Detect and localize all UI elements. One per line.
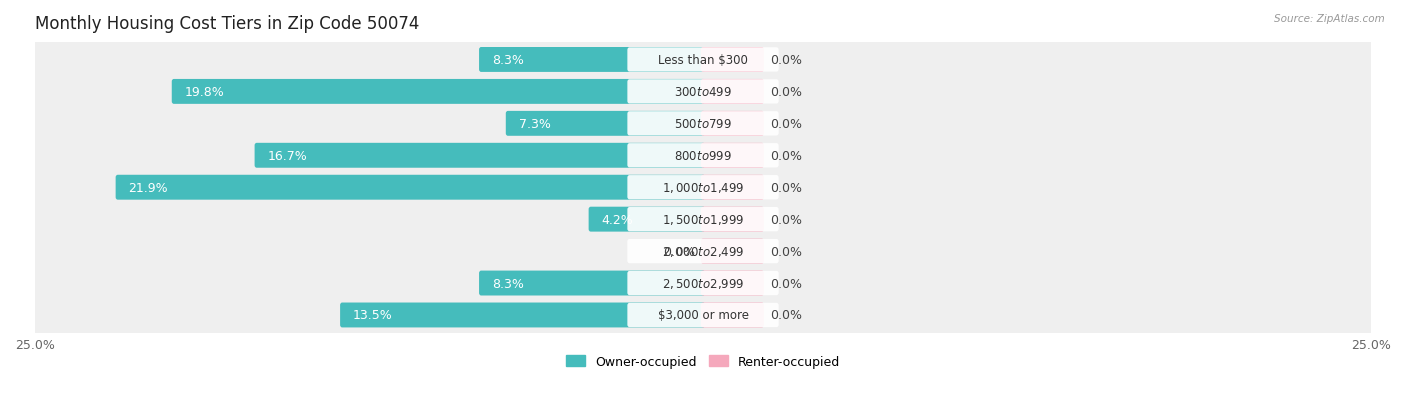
Text: 8.3%: 8.3% (492, 54, 524, 67)
Text: 0.0%: 0.0% (770, 150, 801, 162)
FancyBboxPatch shape (22, 105, 1384, 143)
FancyBboxPatch shape (22, 233, 1384, 271)
FancyBboxPatch shape (627, 207, 779, 232)
Text: Source: ZipAtlas.com: Source: ZipAtlas.com (1274, 14, 1385, 24)
Text: 0.0%: 0.0% (770, 54, 801, 67)
Legend: Owner-occupied, Renter-occupied: Owner-occupied, Renter-occupied (561, 350, 845, 373)
FancyBboxPatch shape (700, 176, 763, 200)
FancyBboxPatch shape (700, 207, 763, 232)
Text: $2,500 to $2,999: $2,500 to $2,999 (662, 276, 744, 290)
FancyBboxPatch shape (22, 296, 1384, 335)
FancyBboxPatch shape (627, 303, 779, 328)
FancyBboxPatch shape (22, 169, 1384, 207)
Text: 0.0%: 0.0% (770, 213, 801, 226)
FancyBboxPatch shape (22, 137, 1384, 175)
Text: 16.7%: 16.7% (267, 150, 307, 162)
FancyBboxPatch shape (506, 112, 706, 136)
FancyBboxPatch shape (479, 48, 706, 73)
Text: 0.0%: 0.0% (770, 118, 801, 131)
FancyBboxPatch shape (700, 112, 763, 136)
FancyBboxPatch shape (627, 80, 779, 104)
FancyBboxPatch shape (627, 144, 779, 168)
FancyBboxPatch shape (589, 207, 706, 232)
Text: $2,000 to $2,499: $2,000 to $2,499 (662, 244, 744, 259)
Text: $500 to $799: $500 to $799 (673, 118, 733, 131)
FancyBboxPatch shape (627, 176, 779, 200)
FancyBboxPatch shape (115, 176, 706, 200)
FancyBboxPatch shape (627, 271, 779, 295)
FancyBboxPatch shape (700, 80, 763, 104)
FancyBboxPatch shape (22, 200, 1384, 239)
Text: $800 to $999: $800 to $999 (673, 150, 733, 162)
Text: 8.3%: 8.3% (492, 277, 524, 290)
FancyBboxPatch shape (479, 271, 706, 296)
Text: $1,000 to $1,499: $1,000 to $1,499 (662, 181, 744, 195)
Text: 0.0%: 0.0% (770, 277, 801, 290)
Text: $3,000 or more: $3,000 or more (658, 309, 748, 322)
Text: $300 to $499: $300 to $499 (673, 85, 733, 99)
Text: 4.2%: 4.2% (602, 213, 633, 226)
Text: 0.0%: 0.0% (664, 245, 695, 258)
FancyBboxPatch shape (340, 303, 706, 328)
FancyBboxPatch shape (254, 143, 706, 169)
FancyBboxPatch shape (627, 112, 779, 136)
FancyBboxPatch shape (172, 80, 706, 104)
Text: Monthly Housing Cost Tiers in Zip Code 50074: Monthly Housing Cost Tiers in Zip Code 5… (35, 15, 419, 33)
FancyBboxPatch shape (627, 48, 779, 72)
FancyBboxPatch shape (22, 264, 1384, 302)
FancyBboxPatch shape (627, 240, 779, 263)
Text: 13.5%: 13.5% (353, 309, 392, 322)
Text: 0.0%: 0.0% (770, 309, 801, 322)
Text: 7.3%: 7.3% (519, 118, 551, 131)
Text: 0.0%: 0.0% (770, 85, 801, 99)
FancyBboxPatch shape (700, 239, 763, 264)
Text: 0.0%: 0.0% (770, 181, 801, 194)
FancyBboxPatch shape (700, 143, 763, 169)
FancyBboxPatch shape (700, 303, 763, 328)
Text: 0.0%: 0.0% (770, 245, 801, 258)
FancyBboxPatch shape (700, 271, 763, 296)
FancyBboxPatch shape (22, 73, 1384, 111)
FancyBboxPatch shape (700, 48, 763, 73)
Text: $1,500 to $1,999: $1,500 to $1,999 (662, 213, 744, 227)
Text: Less than $300: Less than $300 (658, 54, 748, 67)
Text: 19.8%: 19.8% (184, 85, 225, 99)
Text: 21.9%: 21.9% (128, 181, 169, 194)
FancyBboxPatch shape (22, 41, 1384, 79)
